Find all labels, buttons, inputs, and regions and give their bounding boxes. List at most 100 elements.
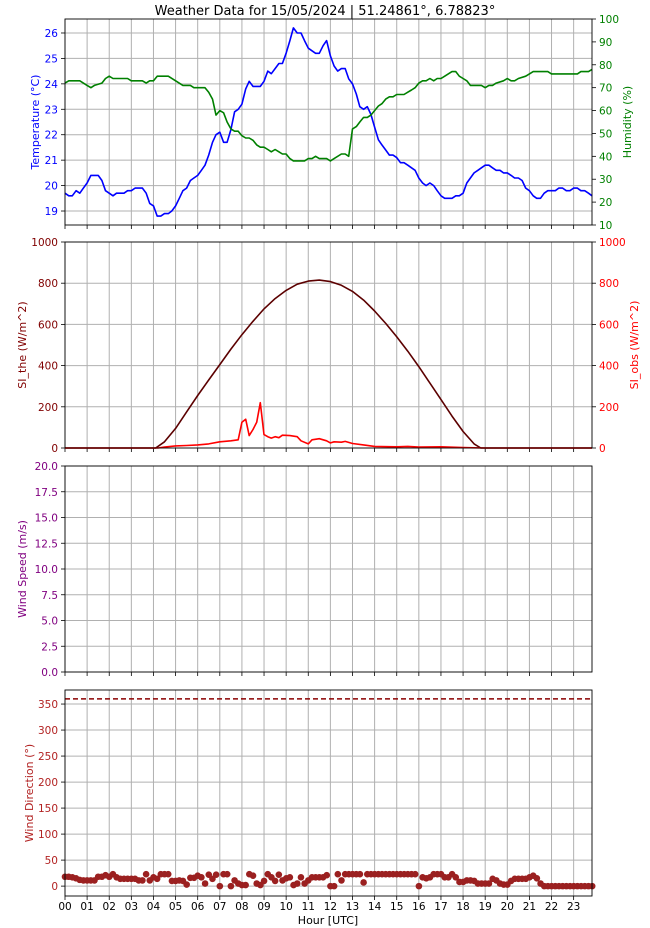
y2-tick-label: 200: [599, 402, 619, 414]
y-tick-label: 7.5: [41, 590, 58, 602]
scatter-point: [415, 882, 423, 890]
scatter-point: [334, 870, 342, 878]
scatter-point: [323, 871, 331, 879]
panel-3: 00 01 02 03 04 05 06 07 08 09 10 11 12 13 14 15 16 17 18 19…: [23, 689, 596, 913]
x-tick-label: 16: [412, 901, 426, 913]
y2-axis-label: Humidity (%): [621, 86, 634, 158]
y2-tick-label: 80: [599, 60, 612, 72]
scatter-point: [164, 870, 172, 878]
y-tick-label: 800: [38, 278, 58, 290]
scatter-point: [411, 870, 419, 878]
y2-tick-label: 20: [599, 197, 612, 209]
y-axis-label: Wind Direction (°): [23, 744, 36, 842]
y2-tick-label: 0: [599, 443, 606, 455]
y2-tick-label: 800: [599, 278, 619, 290]
scatter-point: [198, 873, 205, 881]
y2-tick-label: 10: [599, 220, 612, 232]
x-tick-label: 18: [456, 901, 469, 913]
y-tick-label: 200: [38, 777, 58, 789]
y2-tick-label: 40: [599, 151, 612, 163]
series-line-0: [65, 279, 592, 449]
x-tick-label: 04: [147, 901, 161, 913]
y-tick-label: 25: [45, 53, 58, 65]
scatter-point: [227, 882, 235, 890]
y-axis-label: SI_the (W/m^2): [16, 301, 29, 388]
scatter-point: [183, 881, 190, 888]
y-tick-label: 12.5: [35, 538, 58, 550]
y-tick-label: 350: [38, 699, 58, 711]
y-tick-label: 300: [38, 725, 58, 737]
y2-tick-label: 60: [599, 106, 612, 118]
x-tick-label: 13: [346, 901, 359, 913]
scatter-point: [212, 871, 220, 878]
y-tick-label: 250: [38, 751, 58, 763]
y2-tick-label: 400: [599, 361, 619, 373]
x-axis-label: Hour [UTC]: [298, 914, 358, 927]
x-tick-label: 20: [501, 901, 514, 913]
y-tick-label: 100: [38, 829, 58, 841]
y2-tick-label: 50: [599, 128, 612, 140]
scatter-point: [271, 877, 279, 885]
y2-axis-label: SI_obs (W/m^2): [628, 301, 641, 390]
y2-tick-label: 1000: [599, 237, 626, 249]
y-tick-label: 150: [38, 803, 58, 815]
y-tick-label: 0: [51, 881, 58, 893]
scatter-point: [533, 875, 541, 882]
x-tick-label: 09: [257, 901, 270, 913]
x-tick-label: 01: [80, 901, 93, 913]
x-tick-label: 17: [434, 901, 447, 913]
y-tick-label: 10.0: [35, 564, 58, 576]
y-tick-label: 24: [45, 79, 59, 91]
scatter-point: [201, 880, 209, 887]
y2-tick-label: 600: [599, 319, 619, 331]
scatter-point: [260, 877, 268, 885]
chart-panels: 19 20 21 22 23 24 25 26 Temperature (°C) 10 20 30 40…: [16, 14, 641, 913]
scatter-point: [338, 877, 345, 884]
y-tick-label: 22: [45, 130, 58, 142]
y-tick-label: 50: [45, 855, 58, 867]
y2-tick-label: 100: [599, 14, 619, 26]
plot-frame: [64, 241, 593, 449]
scatter-point: [330, 882, 338, 890]
scatter-point: [142, 870, 150, 878]
y-tick-label: 200: [38, 402, 58, 414]
x-tick-label: 12: [324, 901, 337, 913]
y-tick-label: 0: [51, 443, 58, 455]
y-tick-label: 20: [45, 181, 58, 193]
y-tick-label: 5.0: [41, 616, 58, 628]
scatter-point: [249, 872, 257, 880]
y-tick-label: 19: [45, 206, 58, 218]
x-tick-label: 22: [545, 901, 558, 913]
series-line-0: [64, 27, 593, 217]
chart-title: Weather Data for 15/05/2024 | 51.24861°,…: [155, 4, 496, 19]
x-tick-label: 00: [58, 901, 71, 913]
plot-frame: [64, 18, 593, 226]
scatter-point: [356, 870, 364, 878]
x-tick-label: 14: [368, 901, 382, 913]
x-tick-label: 05: [169, 901, 182, 913]
y-tick-label: 26: [45, 28, 59, 40]
panel-2: 0.0 2.5 5.0 7.5 10.0 12.5 15.0 17.5 20.0 Wind Spe…: [16, 461, 593, 679]
scatter-point: [153, 875, 161, 883]
scatter-point: [275, 871, 283, 878]
x-tick-label: 11: [302, 901, 315, 913]
scatter-point: [293, 880, 301, 887]
y-tick-label: 15.0: [35, 513, 58, 525]
y2-tick-label: 30: [599, 174, 612, 186]
plot-frame: [64, 689, 593, 897]
plot-frame: [64, 465, 593, 673]
scatter-point: [360, 879, 367, 886]
y-tick-label: 21: [45, 155, 58, 167]
y-tick-label: 20.0: [35, 461, 58, 473]
series-line-1: [65, 401, 592, 449]
y-axis-label: Wind Speed (m/s): [16, 520, 29, 618]
x-tick-label: 02: [103, 901, 116, 913]
x-tick-label: 21: [523, 901, 536, 913]
x-tick-label: 23: [567, 901, 580, 913]
x-tick-label: 15: [390, 901, 403, 913]
scatter-point: [297, 873, 305, 881]
series-line-1: [64, 68, 593, 162]
x-tick-label: 19: [478, 901, 491, 913]
scatter-point: [223, 870, 231, 878]
